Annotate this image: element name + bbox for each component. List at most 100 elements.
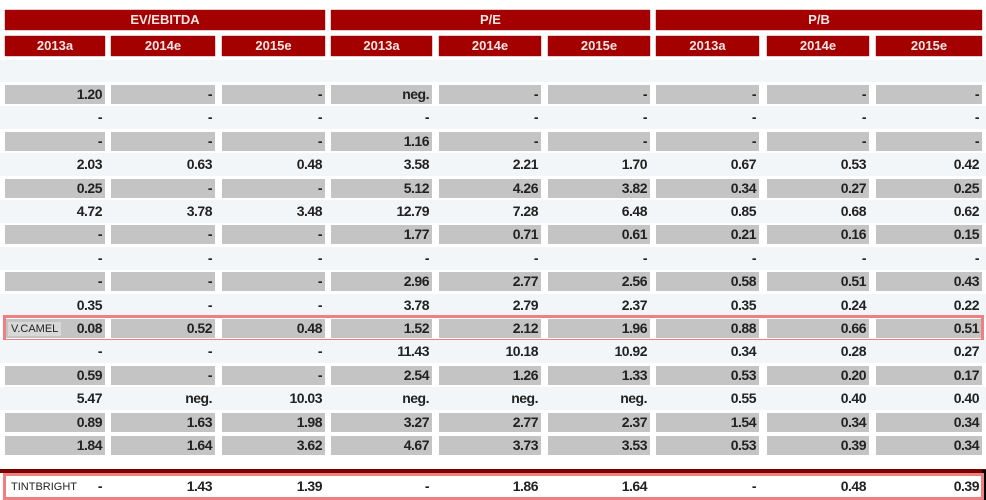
- table-cell: 1.16: [331, 131, 432, 151]
- row-background: [0, 153, 986, 177]
- table-cell: -: [111, 85, 215, 104]
- table-cell: -: [533, 249, 539, 266]
- table-cell: 0.40: [953, 390, 980, 407]
- table-cell: 0.34: [876, 412, 982, 432]
- table-cell: 1.39: [296, 478, 323, 494]
- table-cell: 0.58: [656, 272, 759, 292]
- row-background: [0, 387, 986, 411]
- table-cell: 2.79: [512, 296, 539, 313]
- table-cell: -: [317, 296, 323, 313]
- row-divider: [0, 469, 986, 473]
- row-edge: [982, 470, 986, 500]
- table-cell: 0.53: [656, 436, 759, 455]
- table-cell: -: [97, 343, 103, 360]
- table-cell: 0.27: [953, 343, 980, 360]
- table-cell: -: [861, 109, 867, 126]
- table-cell: -: [111, 272, 215, 292]
- table-cell: 0.59: [5, 365, 105, 385]
- table-cell: 3.78: [186, 203, 213, 219]
- table-cell: 1.26: [439, 365, 541, 385]
- table-cell: 4.72: [76, 203, 103, 219]
- table-cell: 4.67: [331, 436, 432, 455]
- table-cell: 1.86: [512, 478, 539, 494]
- table-cell: neg.: [511, 390, 538, 407]
- table-cell: 0.68: [840, 203, 867, 219]
- table-cell: 1.43: [186, 478, 213, 494]
- table-cell: -: [439, 131, 541, 151]
- table-cell: 1.64: [621, 478, 648, 494]
- company-label: V.CAMEL: [8, 322, 62, 336]
- highlight-box-vcamel[interactable]: [3, 315, 984, 342]
- table-cell: 10.92: [614, 343, 647, 360]
- table-cell: 12.79: [396, 203, 429, 219]
- table-cell: -: [97, 478, 103, 494]
- table-cell: 3.53: [548, 436, 650, 455]
- table-cell: 0.27: [767, 178, 869, 198]
- table-cell: -: [767, 131, 869, 151]
- table-cell: 1.77: [331, 225, 432, 245]
- table-cell: 0.28: [840, 343, 867, 360]
- table-cell: 3.78: [403, 296, 430, 313]
- table-cell: 0.66: [767, 319, 869, 338]
- table-cell: 0.35: [76, 296, 103, 313]
- table-cell: -: [424, 478, 430, 494]
- table-cell: 1.54: [656, 412, 759, 432]
- table-cell: 10.03: [289, 390, 322, 407]
- table-cell: 3.27: [331, 412, 432, 432]
- table-cell: 0.34: [876, 436, 982, 455]
- table-cell: 0.34: [730, 343, 757, 360]
- table-cell: 2.77: [439, 272, 541, 292]
- table-cell: 5.12: [331, 178, 432, 198]
- table-cell: -: [974, 109, 980, 126]
- year-header: 2015e: [876, 36, 982, 56]
- row-background: [0, 200, 986, 223]
- row-background: [0, 106, 986, 130]
- table-cell: 0.53: [656, 365, 759, 385]
- table-cell: -: [111, 225, 215, 245]
- table-cell: -: [317, 249, 323, 266]
- highlight-box-tintbright[interactable]: [3, 473, 984, 500]
- table-cell: -: [111, 365, 215, 385]
- spacer-band: [0, 60, 986, 82]
- table-cell: -: [222, 272, 325, 292]
- table-cell: 0.34: [656, 178, 759, 198]
- table-cell: 0.17: [876, 365, 982, 385]
- year-header: 2014e: [439, 36, 541, 56]
- group-header-evebitda: EV/EBITDA: [5, 10, 325, 30]
- table-cell: 0.63: [186, 156, 213, 173]
- table-cell: 2.37: [548, 412, 650, 432]
- table-cell: 0.61: [548, 225, 650, 245]
- table-cell: -: [424, 109, 430, 126]
- table-cell: 3.58: [403, 156, 430, 173]
- table-cell: -: [751, 249, 757, 266]
- table-cell: -: [439, 85, 541, 104]
- table-cell: -: [222, 131, 325, 151]
- table-cell: 0.51: [767, 272, 869, 292]
- table-cell: -: [548, 131, 650, 151]
- table-cell: 1.33: [548, 365, 650, 385]
- table-cell: 0.15: [876, 225, 982, 245]
- table-cell: 0.71: [439, 225, 541, 245]
- table-cell: 0.48: [840, 478, 867, 494]
- table-cell: 1.20: [5, 85, 105, 104]
- table-cell: -: [974, 249, 980, 266]
- table-cell: 3.48: [296, 203, 323, 219]
- table-cell: -: [5, 225, 105, 245]
- year-header: 2013a: [5, 36, 105, 56]
- table-cell: -: [222, 85, 325, 104]
- table-cell: 0.88: [656, 319, 759, 338]
- table-cell: 0.35: [730, 296, 757, 313]
- table-cell: 2.54: [331, 365, 432, 385]
- table-cell: -: [222, 365, 325, 385]
- table-cell: 0.22: [953, 296, 980, 313]
- table-cell: 0.67: [730, 156, 757, 173]
- table-cell: -: [207, 249, 213, 266]
- table-cell: -: [876, 85, 982, 104]
- table-cell: 2.03: [76, 156, 103, 173]
- table-cell: -: [751, 478, 757, 494]
- table-cell: 6.48: [621, 203, 648, 219]
- table-cell: -: [207, 109, 213, 126]
- table-cell: 0.53: [840, 156, 867, 173]
- table-cell: -: [642, 109, 648, 126]
- table-cell: 2.77: [439, 412, 541, 432]
